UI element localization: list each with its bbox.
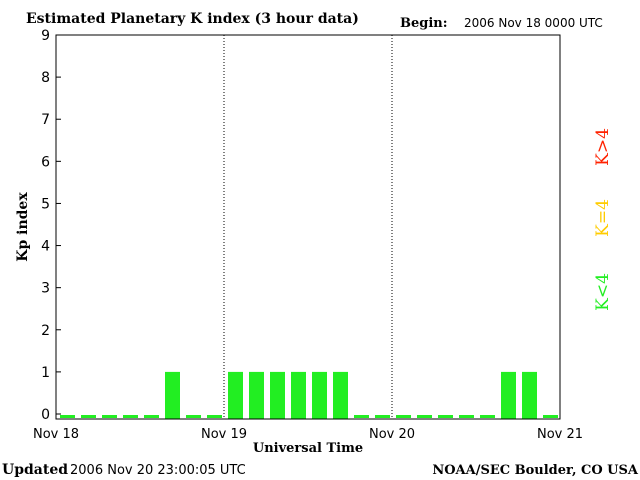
y-tick-label: 8 [41, 70, 50, 86]
x-axis-label: Universal Time [253, 441, 363, 456]
y-tick-label: 4 [41, 239, 50, 255]
y-axis-ticks: 0 1 2 3 4 5 6 7 8 9 [41, 28, 61, 423]
begin-label: Begin: [400, 16, 448, 31]
plot-frame [55, 34, 561, 420]
kp-bar [60, 415, 75, 418]
y-tick-label: 9 [41, 28, 50, 44]
updated-value: 2006 Nov 20 23:00:05 UTC [70, 463, 246, 478]
y-tick-label: 3 [41, 281, 50, 297]
source-label: NOAA/SEC Boulder, CO USA [432, 463, 639, 478]
legend: K<4 K=4 K>4 [593, 128, 613, 311]
kp-bar [375, 415, 390, 418]
y-axis-label: Kp index [15, 192, 31, 262]
kp-bar [249, 371, 264, 419]
x-tick-label: Nov 18 [33, 427, 79, 442]
day-separators [223, 35, 393, 419]
legend-entry: K<4 [593, 273, 613, 311]
kp-bar [186, 415, 201, 418]
x-tick-label: Nov 19 [201, 427, 247, 442]
chart-title: Estimated Planetary K index (3 hour data… [26, 11, 359, 27]
y-tick-label: 1 [41, 365, 50, 381]
x-tick-label: Nov 20 [369, 427, 415, 442]
kp-bar [207, 415, 222, 418]
y-tick-label: 5 [41, 196, 50, 212]
kp-bar [396, 415, 411, 418]
kp-bar [501, 371, 516, 419]
kp-bar [459, 415, 474, 418]
kp-bar [270, 371, 285, 419]
kp-bar [165, 371, 180, 419]
kp-bar [81, 415, 96, 418]
kp-bar [480, 415, 495, 418]
bars-group [60, 371, 558, 419]
kp-bar [438, 415, 453, 418]
legend-entry: K>4 [593, 128, 613, 166]
y-tick-label: 6 [41, 154, 50, 170]
y-tick-label: 2 [41, 323, 50, 339]
kp-bar [123, 415, 138, 418]
kp-bar [417, 415, 432, 418]
x-axis-ticks: Nov 18 Nov 19 Nov 20 Nov 21 [33, 427, 583, 442]
kp-bar [333, 371, 348, 419]
kp-bar [144, 415, 159, 418]
kp-bar [291, 371, 306, 419]
kp-bar [228, 371, 243, 419]
kp-bar [543, 415, 558, 418]
legend-entry: K=4 [593, 199, 613, 237]
updated-label: Updated [2, 462, 68, 478]
kp-bar [312, 371, 327, 419]
x-tick-label: Nov 21 [537, 427, 583, 442]
kp-bar [522, 371, 537, 419]
kp-bar [102, 415, 117, 418]
y-tick-label: 7 [41, 112, 50, 128]
y-tick-label: 0 [41, 407, 50, 423]
begin-value: 2006 Nov 18 0000 UTC [464, 16, 603, 30]
kp-bar [354, 415, 369, 418]
